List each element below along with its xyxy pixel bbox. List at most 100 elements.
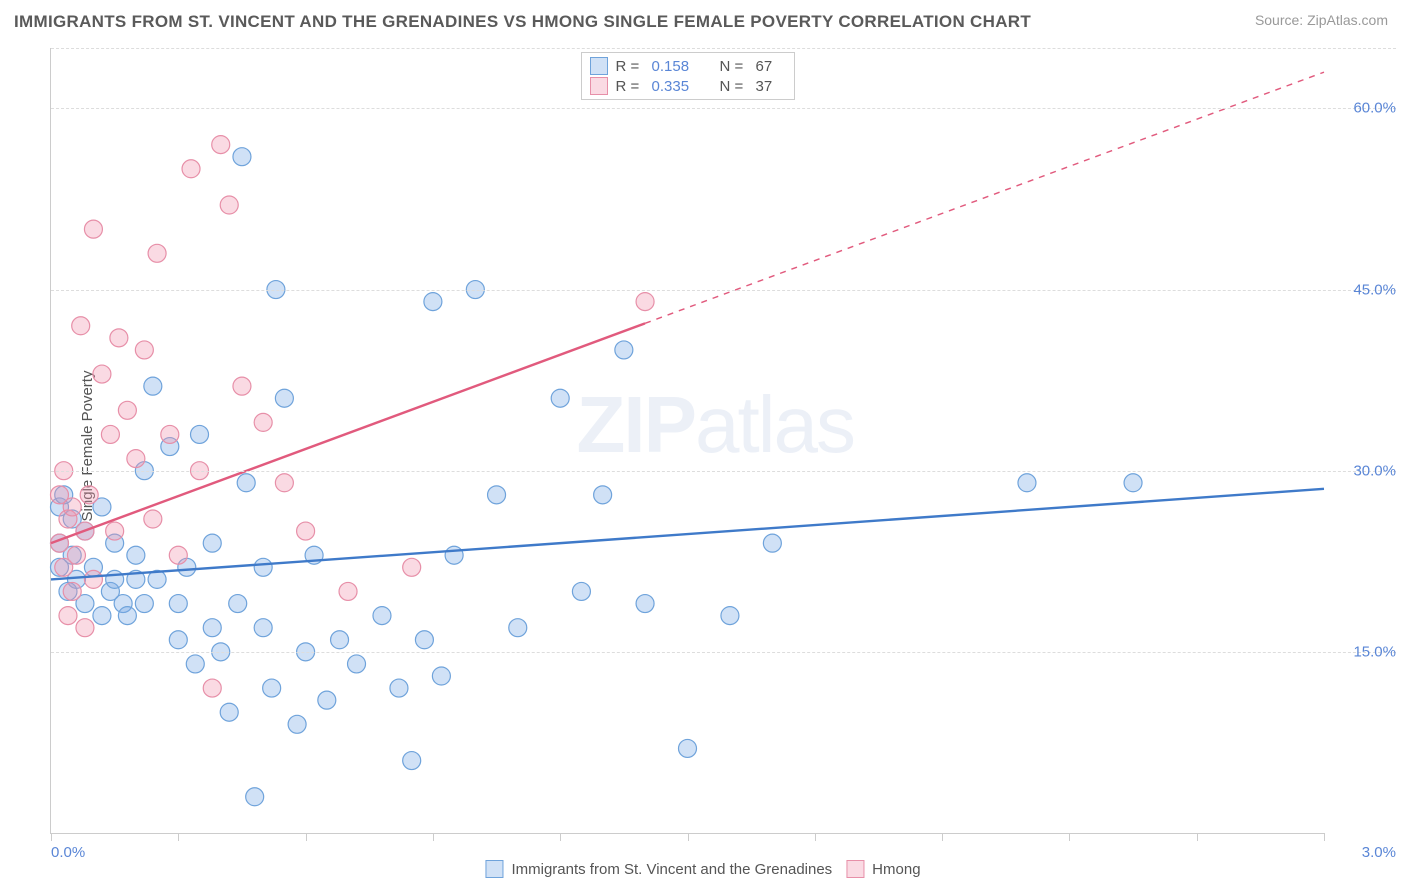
source-label: Source: ZipAtlas.com	[1255, 12, 1388, 28]
data-point	[339, 582, 357, 600]
data-point	[76, 619, 94, 637]
data-point	[403, 752, 421, 770]
data-point	[84, 570, 102, 588]
data-point	[229, 595, 247, 613]
data-point	[182, 160, 200, 178]
legend-series-row: Immigrants from St. Vincent and the Gren…	[485, 860, 832, 878]
chart-container: IMMIGRANTS FROM ST. VINCENT AND THE GREN…	[0, 0, 1406, 892]
plot-area: ZIPatlas R = 0.158 N = 67 R = 0.335 N = …	[50, 48, 1324, 834]
data-point	[161, 425, 179, 443]
data-point	[203, 619, 221, 637]
data-point	[679, 739, 697, 757]
data-point	[331, 631, 349, 649]
data-point	[220, 196, 238, 214]
data-point	[148, 244, 166, 262]
data-point	[106, 522, 124, 540]
y-tick-label: 60.0%	[1332, 100, 1396, 117]
data-point	[106, 570, 124, 588]
data-point	[135, 595, 153, 613]
data-point	[203, 534, 221, 552]
data-point	[348, 655, 366, 673]
data-point	[220, 703, 238, 721]
y-tick-label: 15.0%	[1332, 643, 1396, 660]
chart-title: IMMIGRANTS FROM ST. VINCENT AND THE GREN…	[14, 12, 1031, 32]
legend-stats-row: R = 0.158 N = 67	[590, 57, 786, 75]
r-value: 0.335	[652, 78, 712, 95]
data-point	[169, 595, 187, 613]
data-point	[445, 546, 463, 564]
series-name: Hmong	[872, 861, 920, 878]
data-point	[254, 619, 272, 637]
trend-line-extrapolated	[645, 72, 1324, 323]
data-point	[186, 655, 204, 673]
series-swatch-icon	[590, 57, 608, 75]
data-point	[67, 546, 85, 564]
data-point	[297, 522, 315, 540]
data-point	[254, 558, 272, 576]
n-label: N =	[720, 78, 748, 95]
data-point	[63, 582, 81, 600]
series-swatch-icon	[485, 860, 503, 878]
legend-stats: R = 0.158 N = 67 R = 0.335 N = 37	[581, 52, 795, 100]
series-swatch-icon	[590, 77, 608, 95]
data-point	[127, 450, 145, 468]
data-point	[551, 389, 569, 407]
data-point	[263, 679, 281, 697]
data-point	[390, 679, 408, 697]
legend-stats-row: R = 0.335 N = 37	[590, 77, 786, 95]
data-point	[203, 679, 221, 697]
data-point	[84, 220, 102, 238]
data-point	[80, 486, 98, 504]
data-point	[72, 317, 90, 335]
data-point	[615, 341, 633, 359]
plot-svg	[51, 48, 1324, 833]
data-point	[403, 558, 421, 576]
data-point	[169, 546, 187, 564]
data-point	[488, 486, 506, 504]
data-point	[127, 546, 145, 564]
n-value: 67	[756, 58, 786, 75]
data-point	[636, 293, 654, 311]
data-point	[572, 582, 590, 600]
data-point	[93, 365, 111, 383]
series-name: Immigrants from St. Vincent and the Gren…	[511, 861, 832, 878]
y-tick-label: 45.0%	[1332, 281, 1396, 298]
data-point	[144, 377, 162, 395]
x-tick-label: 0.0%	[51, 844, 85, 861]
r-label: R =	[616, 78, 644, 95]
x-tick-label: 3.0%	[1332, 844, 1396, 861]
data-point	[318, 691, 336, 709]
data-point	[424, 293, 442, 311]
data-point	[432, 667, 450, 685]
data-point	[1018, 474, 1036, 492]
data-point	[63, 498, 81, 516]
data-point	[636, 595, 654, 613]
data-point	[1124, 474, 1142, 492]
legend-series-row: Hmong	[846, 860, 920, 878]
data-point	[233, 148, 251, 166]
data-point	[118, 401, 136, 419]
n-label: N =	[720, 58, 748, 75]
n-value: 37	[756, 78, 786, 95]
data-point	[118, 607, 136, 625]
data-point	[191, 425, 209, 443]
data-point	[373, 607, 391, 625]
r-label: R =	[616, 58, 644, 75]
series-swatch-icon	[846, 860, 864, 878]
data-point	[415, 631, 433, 649]
trend-line	[51, 489, 1324, 580]
data-point	[721, 607, 739, 625]
data-point	[275, 474, 293, 492]
data-point	[509, 619, 527, 637]
data-point	[763, 534, 781, 552]
r-value: 0.158	[652, 58, 712, 75]
data-point	[594, 486, 612, 504]
data-point	[144, 510, 162, 528]
data-point	[246, 788, 264, 806]
data-point	[288, 715, 306, 733]
data-point	[169, 631, 187, 649]
data-point	[233, 377, 251, 395]
y-tick-label: 30.0%	[1332, 462, 1396, 479]
data-point	[101, 425, 119, 443]
data-point	[237, 474, 255, 492]
